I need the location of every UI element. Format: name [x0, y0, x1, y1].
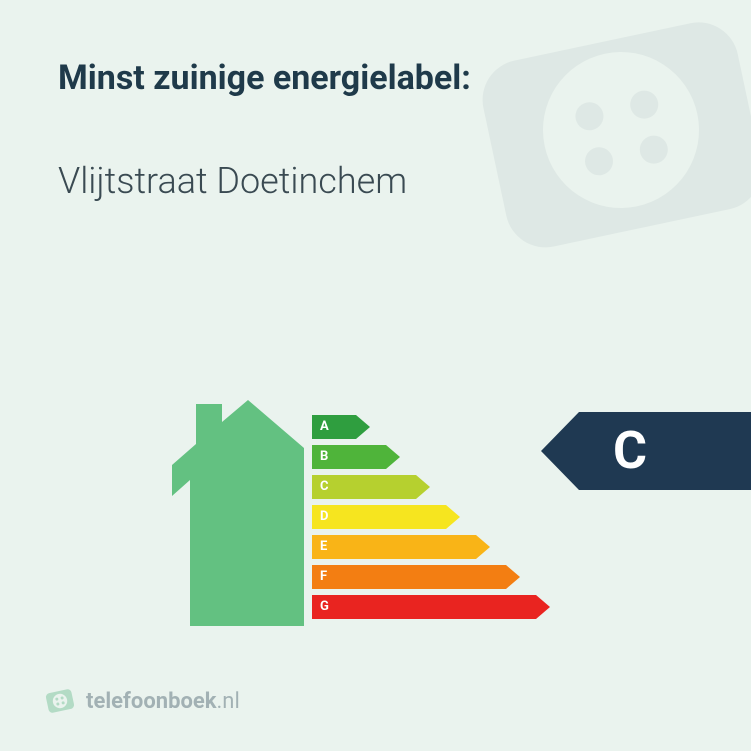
location-name: Vlijtstraat Doetinchem: [58, 160, 407, 202]
phonebook-icon: [44, 685, 76, 717]
bar-arrow-icon: [312, 595, 550, 619]
bar-letter: D: [320, 505, 328, 529]
house-icon: [172, 400, 304, 628]
selected-label-badge: C: [541, 412, 751, 490]
bar-letter: C: [320, 475, 329, 499]
bar-arrow-icon: [312, 535, 490, 559]
watermark-icon: [451, 0, 751, 300]
footer-brand-light: .nl: [217, 689, 240, 714]
energy-label-graphic: ABCDEFG: [172, 400, 572, 630]
bar-letter: G: [320, 595, 329, 619]
bar-letter: B: [320, 445, 328, 469]
bar-arrow-icon: [312, 475, 430, 499]
footer-brand-bold: telefoonboek: [86, 689, 217, 714]
footer-brand: telefoonboek.nl: [86, 689, 240, 714]
bar-letter: F: [320, 565, 327, 589]
selected-label-letter: C: [613, 412, 647, 490]
page-title: Minst zuinige energielabel:: [58, 58, 471, 98]
bar-arrow-icon: [312, 505, 460, 529]
bar-letter: A: [320, 415, 329, 439]
bar-arrow-icon: [312, 565, 520, 589]
footer-logo: telefoonboek.nl: [44, 685, 240, 717]
bar-letter: E: [320, 535, 327, 559]
